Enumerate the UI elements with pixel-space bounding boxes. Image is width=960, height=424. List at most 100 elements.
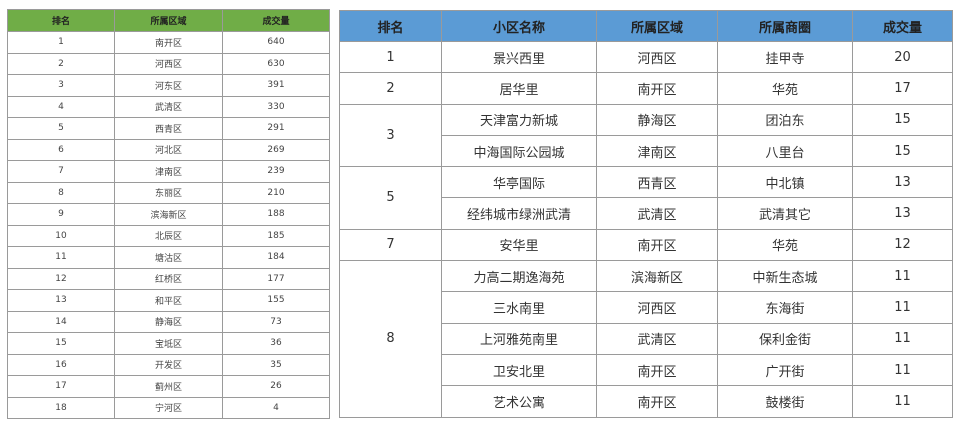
cell-business-area: 团泊东 xyxy=(717,103,853,136)
cell-district: 北辰区 xyxy=(114,224,223,247)
table-row: 5 华亭国际 西青区 中北镇 13 xyxy=(339,166,953,230)
cell-district: 武清区 xyxy=(596,197,718,230)
header-rank: 排名 xyxy=(7,9,115,32)
table-row: 2 居华里 南开区 华苑 17 xyxy=(339,72,953,105)
cell-volume: 185 xyxy=(222,224,330,247)
cell-community-name: 华亭国际 xyxy=(441,166,597,199)
cell-district: 南开区 xyxy=(596,228,718,262)
table-header-row: 排名 所属区域 成交量 xyxy=(7,9,330,32)
cell-business-area: 华苑 xyxy=(717,72,853,105)
cell-rank: 6 xyxy=(7,138,115,161)
table-row: 12 红桥区 177 xyxy=(7,267,330,290)
header-district: 所属区域 xyxy=(596,10,718,42)
cell-rank: 5 xyxy=(339,166,442,230)
cell-business-area: 八里台 xyxy=(717,134,853,168)
table-row: 14 静海区 73 xyxy=(7,310,330,333)
cell-rank: 8 xyxy=(339,260,442,418)
header-business-area: 所属商圈 xyxy=(717,10,853,42)
cell-rank: 4 xyxy=(7,95,115,118)
cell-district: 塘沽区 xyxy=(114,246,223,269)
cell-community-name: 安华里 xyxy=(441,228,597,262)
cell-district: 津南区 xyxy=(596,134,718,168)
district-ranking-table: 排名 所属区域 成交量 1 南开区 640 2 河西区 630 3 河东区 391 4 武清区 330 5 西… xyxy=(7,9,330,419)
cell-rank: 5 xyxy=(7,117,115,140)
cell-community-name: 居华里 xyxy=(441,72,597,105)
cell-volume: 17 xyxy=(852,72,953,105)
table-row: 艺术公寓 南开区 鼓楼街 11 xyxy=(340,385,953,418)
cell-rank: 7 xyxy=(339,228,442,262)
table-row: 18 宁河区 4 xyxy=(7,396,330,419)
cell-rank: 12 xyxy=(7,267,115,290)
header-volume: 成交量 xyxy=(852,10,953,42)
community-ranking-table: 排名 小区名称 所属区域 所属商圈 成交量 1 景兴西里 河西区 挂甲寺 20 2 居华里 南开区 华苑… xyxy=(339,10,953,418)
table-row: 11 塘沽区 184 xyxy=(7,246,330,269)
cell-district: 静海区 xyxy=(114,310,223,333)
table-row: 16 开发区 35 xyxy=(7,353,330,376)
table-row: 中海国际公园城 津南区 八里台 15 xyxy=(340,134,953,168)
cell-district: 开发区 xyxy=(114,353,223,376)
table-row: 8 力高二期逸海苑 滨海新区 中新生态城 11 xyxy=(339,260,953,418)
header-volume: 成交量 xyxy=(222,9,330,32)
cell-district: 河西区 xyxy=(596,291,718,324)
cell-volume: 155 xyxy=(222,289,330,312)
cell-business-area: 保利金街 xyxy=(717,322,853,355)
cell-volume: 188 xyxy=(222,203,330,226)
cell-district: 南开区 xyxy=(596,385,718,418)
table-row: 7 津南区 239 xyxy=(7,160,330,183)
table-row: 9 滨海新区 188 xyxy=(7,203,330,226)
cell-district: 津南区 xyxy=(114,160,223,183)
table-row: 7 安华里 南开区 华苑 12 xyxy=(339,228,953,262)
cell-volume: 13 xyxy=(852,166,953,199)
cell-volume: 291 xyxy=(222,117,330,140)
cell-district: 南开区 xyxy=(596,72,718,105)
cell-volume: 184 xyxy=(222,246,330,269)
table-header-row: 排名 小区名称 所属区域 所属商圈 成交量 xyxy=(339,10,953,42)
cell-volume: 391 xyxy=(222,74,330,97)
cell-community-name: 卫安北里 xyxy=(441,353,597,387)
table-row: 10 北辰区 185 xyxy=(7,224,330,247)
cell-volume: 35 xyxy=(222,353,330,376)
cell-volume: 12 xyxy=(852,228,953,262)
cell-business-area: 挂甲寺 xyxy=(717,40,853,74)
cell-rank: 9 xyxy=(7,203,115,226)
cell-district: 河西区 xyxy=(114,52,223,75)
table-row: 4 武清区 330 xyxy=(7,95,330,118)
cell-community-name: 艺术公寓 xyxy=(441,385,597,418)
cell-district: 南开区 xyxy=(114,31,223,54)
cell-district: 宝坻区 xyxy=(114,332,223,355)
cell-volume: 15 xyxy=(852,134,953,168)
cell-district: 河西区 xyxy=(596,40,718,74)
cell-volume: 11 xyxy=(852,291,953,324)
cell-volume: 330 xyxy=(222,95,330,118)
table-row: 1 南开区 640 xyxy=(7,31,330,54)
cell-business-area: 华苑 xyxy=(717,228,853,262)
cell-community-name: 上河雅苑南里 xyxy=(441,322,597,355)
header-rank: 排名 xyxy=(339,10,442,42)
cell-volume: 640 xyxy=(222,31,330,54)
cell-district: 滨海新区 xyxy=(114,203,223,226)
cell-business-area: 广开街 xyxy=(717,353,853,387)
cell-district: 和平区 xyxy=(114,289,223,312)
table-row: 三水南里 河西区 东海街 11 xyxy=(340,291,953,324)
cell-rank: 7 xyxy=(7,160,115,183)
cell-community-name: 景兴西里 xyxy=(441,40,597,74)
cell-rank: 2 xyxy=(339,72,442,105)
table-row: 3 天津富力新城 静海区 团泊东 15 xyxy=(339,103,953,168)
cell-community-name: 中海国际公园城 xyxy=(441,134,597,168)
cell-rank: 8 xyxy=(7,181,115,204)
cell-district: 宁河区 xyxy=(114,396,223,419)
cell-district: 河东区 xyxy=(114,74,223,97)
cell-business-area: 武清其它 xyxy=(717,197,853,230)
table-row: 17 蓟州区 26 xyxy=(7,375,330,398)
cell-volume: 177 xyxy=(222,267,330,290)
cell-volume: 26 xyxy=(222,375,330,398)
cell-business-area: 中北镇 xyxy=(717,166,853,199)
cell-district: 蓟州区 xyxy=(114,375,223,398)
header-district: 所属区域 xyxy=(114,9,223,32)
table-row: 3 河东区 391 xyxy=(7,74,330,97)
cell-volume: 20 xyxy=(852,40,953,74)
cell-rank: 18 xyxy=(7,396,115,419)
cell-district: 南开区 xyxy=(596,353,718,387)
table-row: 卫安北里 南开区 广开街 11 xyxy=(340,353,953,387)
cell-rank: 16 xyxy=(7,353,115,376)
